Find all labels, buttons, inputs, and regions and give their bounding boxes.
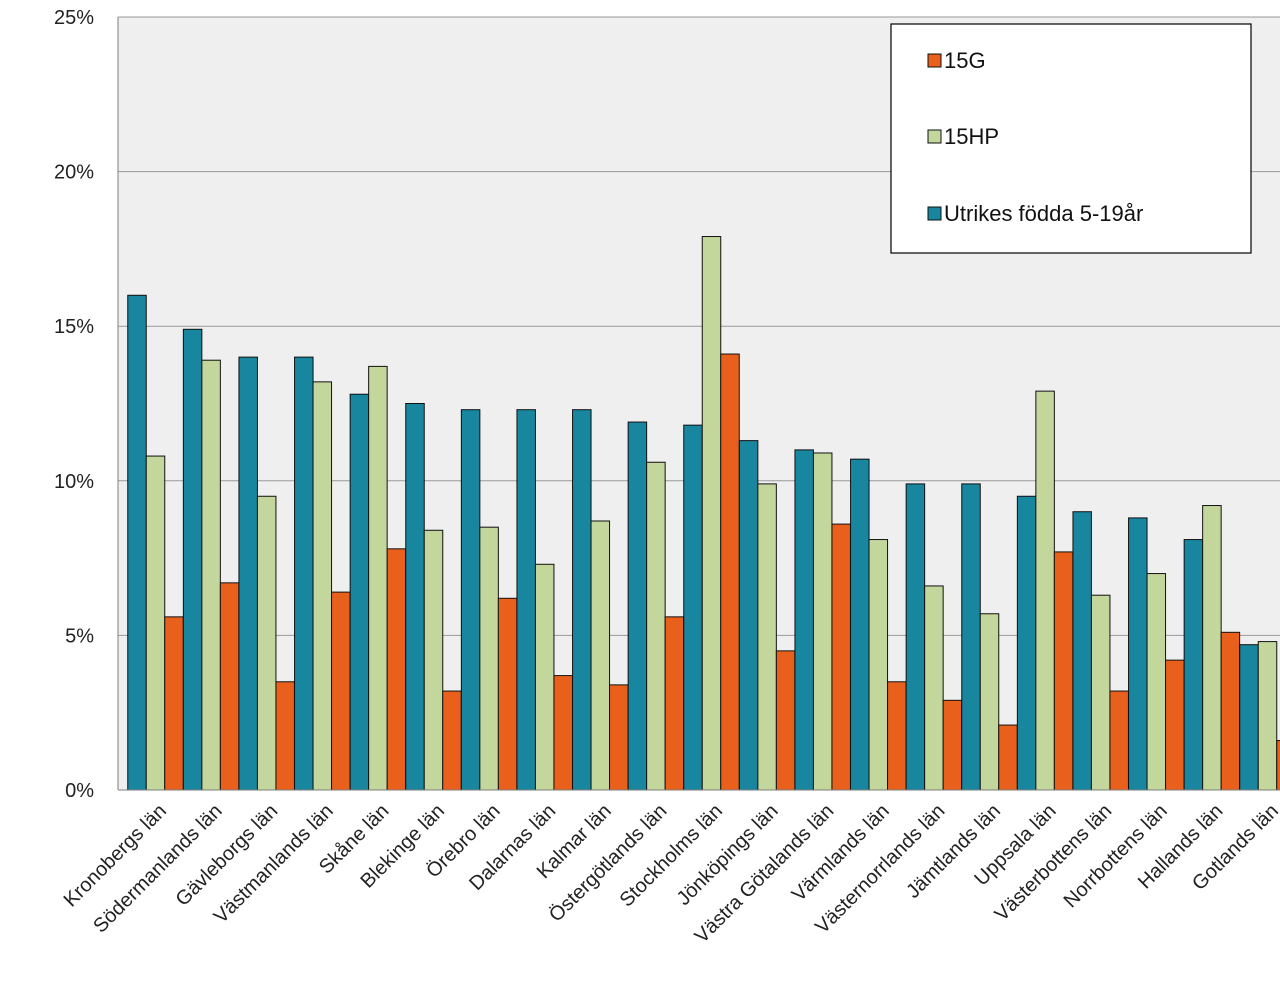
bar — [738, 440, 759, 791]
bar — [534, 563, 555, 791]
x-category-label: Jönköpings län — [673, 800, 783, 910]
bar — [127, 294, 147, 791]
bar — [368, 365, 388, 791]
bar — [423, 529, 444, 791]
bar — [275, 681, 295, 791]
x-category-label: Värmlands län — [788, 800, 894, 906]
bar — [145, 455, 166, 791]
bar — [405, 403, 425, 791]
bar — [831, 523, 851, 791]
bar — [386, 548, 407, 791]
bar — [460, 409, 481, 791]
bar — [516, 409, 536, 791]
bar — [1257, 641, 1278, 791]
bar — [349, 393, 370, 791]
bar — [979, 613, 1000, 791]
bar — [794, 449, 814, 791]
bar — [868, 539, 889, 791]
bar — [998, 724, 1018, 791]
legend: 15G 15HP Utrikes födda 5-19år — [890, 23, 1252, 254]
bar — [553, 675, 573, 791]
y-tick-label: 10% — [54, 471, 94, 493]
bar — [182, 328, 203, 791]
bar — [1016, 495, 1037, 791]
legend-label: 15HP — [944, 124, 999, 149]
bar — [905, 483, 926, 791]
bar — [887, 681, 907, 791]
y-tick-label: 15% — [54, 316, 94, 338]
y-tick-label: 20% — [54, 162, 94, 184]
bar — [646, 461, 666, 791]
y-tick-label: 5% — [65, 625, 94, 647]
legend-swatch — [927, 206, 942, 221]
bar — [1183, 539, 1204, 791]
bar — [1109, 690, 1129, 791]
bar — [757, 483, 777, 791]
bar — [1220, 631, 1241, 791]
legend-swatch — [927, 129, 942, 144]
bar — [1072, 511, 1092, 791]
bar — [609, 684, 629, 791]
bar — [294, 356, 314, 791]
bar — [312, 381, 333, 791]
bar — [479, 526, 499, 791]
bar — [238, 356, 258, 791]
bar — [201, 359, 221, 791]
bar — [1146, 573, 1167, 791]
bar — [683, 424, 703, 791]
legend-label: Utrikes födda 5-19år — [944, 201, 1143, 226]
legend-box — [890, 23, 1252, 254]
legend-swatch — [927, 53, 942, 68]
y-tick-label: 0% — [65, 780, 94, 802]
bar — [1035, 390, 1055, 791]
bar — [961, 483, 981, 791]
y-axis: 0% 5% 10% 15% 20% 25% — [54, 7, 119, 802]
bar — [1165, 659, 1185, 791]
bar — [1202, 505, 1222, 791]
bar — [497, 597, 518, 791]
bar — [164, 616, 184, 791]
bar — [1239, 644, 1259, 791]
bar — [924, 585, 944, 791]
bar — [256, 495, 277, 791]
bar — [331, 591, 351, 791]
bar — [442, 690, 462, 791]
bar — [590, 520, 611, 791]
bar — [572, 409, 592, 791]
bar — [219, 582, 240, 791]
bar — [720, 353, 740, 791]
bar — [1276, 740, 1280, 791]
legend-label: 15G — [944, 48, 986, 73]
bar — [942, 699, 963, 791]
bar — [1128, 517, 1148, 791]
bar — [701, 236, 722, 791]
bar — [775, 650, 796, 791]
bar — [1090, 594, 1111, 791]
bar — [812, 452, 833, 791]
bar — [627, 421, 648, 791]
bar — [664, 616, 685, 791]
bar — [850, 458, 870, 791]
bar — [1053, 551, 1074, 791]
bars — [118, 236, 1280, 791]
y-tick-label: 25% — [54, 7, 94, 29]
